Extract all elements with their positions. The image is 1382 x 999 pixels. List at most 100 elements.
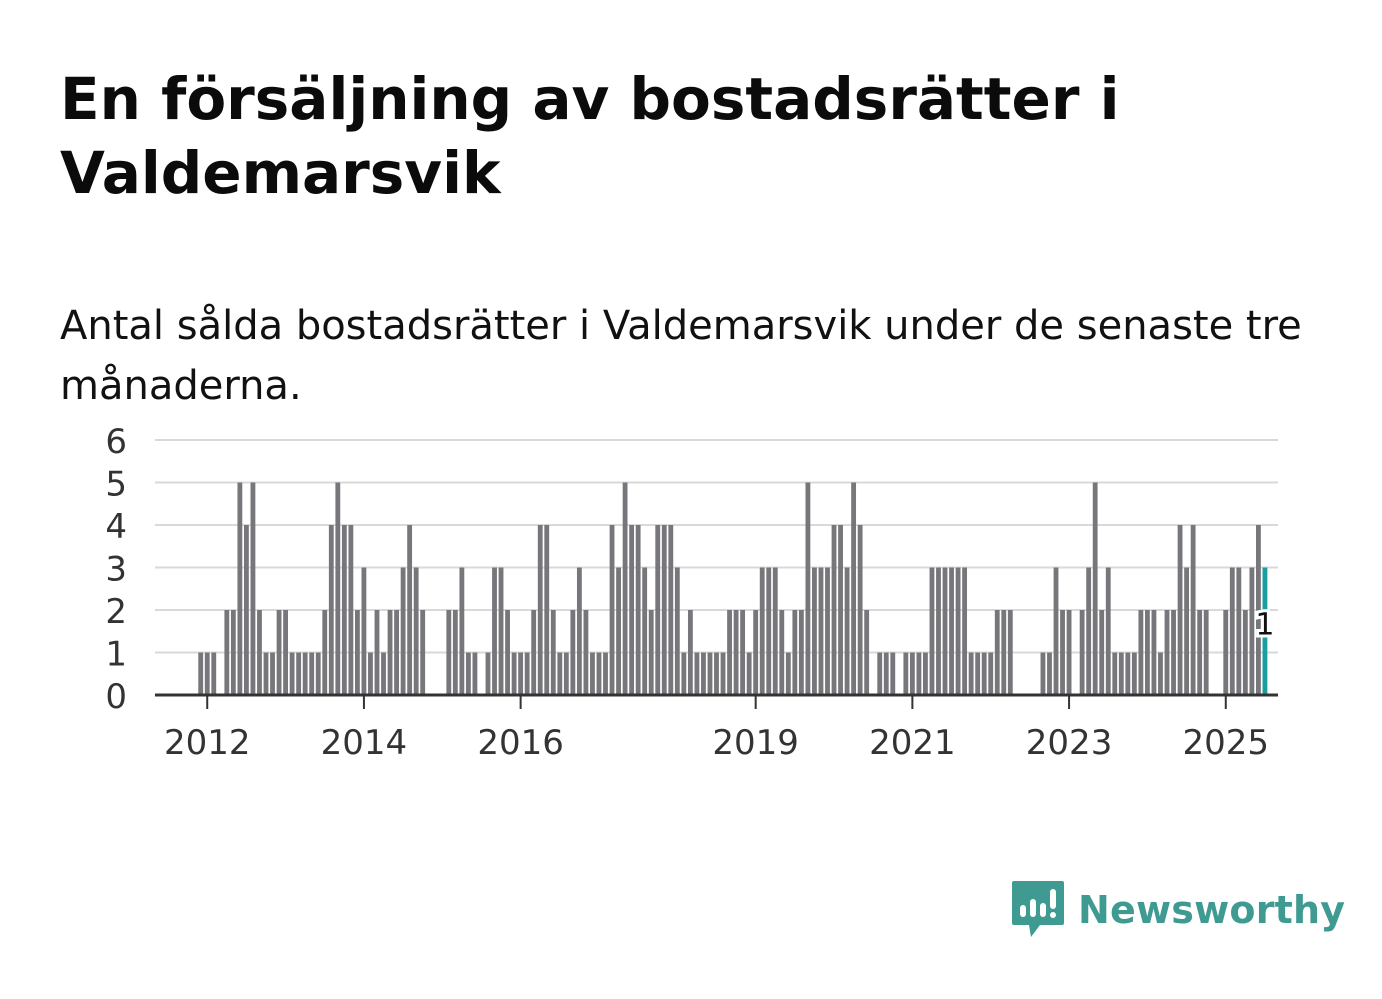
bar — [648, 610, 654, 695]
bar — [341, 525, 347, 695]
bar — [1203, 610, 1209, 695]
bar — [1053, 567, 1059, 695]
bar — [198, 652, 204, 695]
bar — [936, 567, 941, 695]
bar — [1066, 610, 1072, 695]
bar — [537, 525, 543, 695]
bar — [511, 652, 517, 695]
bar — [746, 652, 752, 695]
bar — [766, 567, 772, 695]
bar — [603, 652, 608, 695]
bar — [1256, 525, 1261, 695]
bar — [772, 567, 778, 695]
axes — [155, 693, 1278, 709]
bar — [498, 567, 504, 695]
bar — [204, 652, 210, 695]
bar — [720, 652, 726, 695]
bar — [1236, 567, 1242, 695]
bar — [785, 652, 791, 695]
newsworthy-logo[interactable]: Newsworthy — [1010, 878, 1345, 942]
bar — [1171, 610, 1176, 695]
bar — [302, 652, 308, 695]
bar — [250, 482, 256, 695]
bar — [838, 525, 843, 695]
bar — [844, 567, 850, 695]
bar — [1184, 567, 1190, 695]
bar — [668, 525, 674, 695]
y-tick-label: 1 — [105, 635, 127, 675]
bar — [1092, 482, 1098, 695]
bar — [1131, 652, 1137, 695]
bar — [550, 610, 556, 695]
newsworthy-wordmark: Newsworthy — [1078, 888, 1346, 932]
bar — [1105, 567, 1111, 695]
bar — [831, 525, 837, 695]
bar — [257, 610, 262, 695]
bar — [243, 525, 249, 695]
highlight-bar — [1262, 567, 1268, 695]
bar — [230, 610, 236, 695]
bar — [792, 610, 798, 695]
bar — [315, 652, 321, 695]
bar — [929, 567, 935, 695]
bar — [563, 652, 569, 695]
bar — [296, 652, 302, 695]
bar — [981, 652, 987, 695]
x-tick-label: 2021 — [869, 723, 956, 763]
x-tick-label: 2012 — [164, 723, 251, 763]
bar — [452, 610, 458, 695]
bar — [335, 482, 341, 695]
y-tick-label: 3 — [105, 550, 127, 590]
bar — [374, 610, 380, 695]
bar — [1190, 525, 1196, 695]
bar — [975, 652, 981, 695]
bar — [1086, 567, 1092, 695]
bar — [1151, 610, 1157, 695]
bar — [283, 610, 288, 695]
bar — [1112, 652, 1118, 695]
bar — [368, 652, 373, 695]
bar — [1099, 610, 1105, 695]
bar — [1177, 525, 1183, 695]
bar — [1138, 610, 1144, 695]
bar — [903, 652, 909, 695]
bar — [1223, 610, 1229, 695]
bar — [446, 610, 452, 695]
bar — [635, 525, 641, 695]
bar — [994, 610, 1000, 695]
bar — [805, 482, 811, 695]
bar — [354, 610, 360, 695]
x-tick-label: 2023 — [1026, 723, 1113, 763]
bar — [707, 652, 713, 695]
bar — [348, 525, 354, 695]
bar — [387, 610, 393, 695]
bar — [1197, 610, 1203, 695]
bar — [818, 567, 824, 695]
bar — [224, 610, 230, 695]
bar — [655, 525, 661, 695]
bar — [1229, 567, 1235, 695]
bar — [1079, 610, 1085, 695]
bar — [381, 652, 386, 695]
bar — [361, 567, 367, 695]
bar — [1040, 652, 1046, 695]
bar — [1242, 610, 1248, 695]
x-tick-label: 2019 — [712, 723, 799, 763]
bar — [812, 567, 817, 695]
bar — [237, 482, 243, 695]
bar — [413, 567, 419, 695]
bar — [955, 567, 961, 695]
bar — [1145, 610, 1150, 695]
bar — [407, 525, 413, 695]
bar — [759, 567, 765, 695]
bar — [420, 610, 426, 695]
bar — [524, 652, 530, 695]
bar — [322, 610, 328, 695]
bar — [583, 610, 589, 695]
bar — [394, 610, 399, 695]
bar — [694, 652, 700, 695]
x-tick-label: 2016 — [477, 723, 564, 763]
bar — [661, 525, 667, 695]
